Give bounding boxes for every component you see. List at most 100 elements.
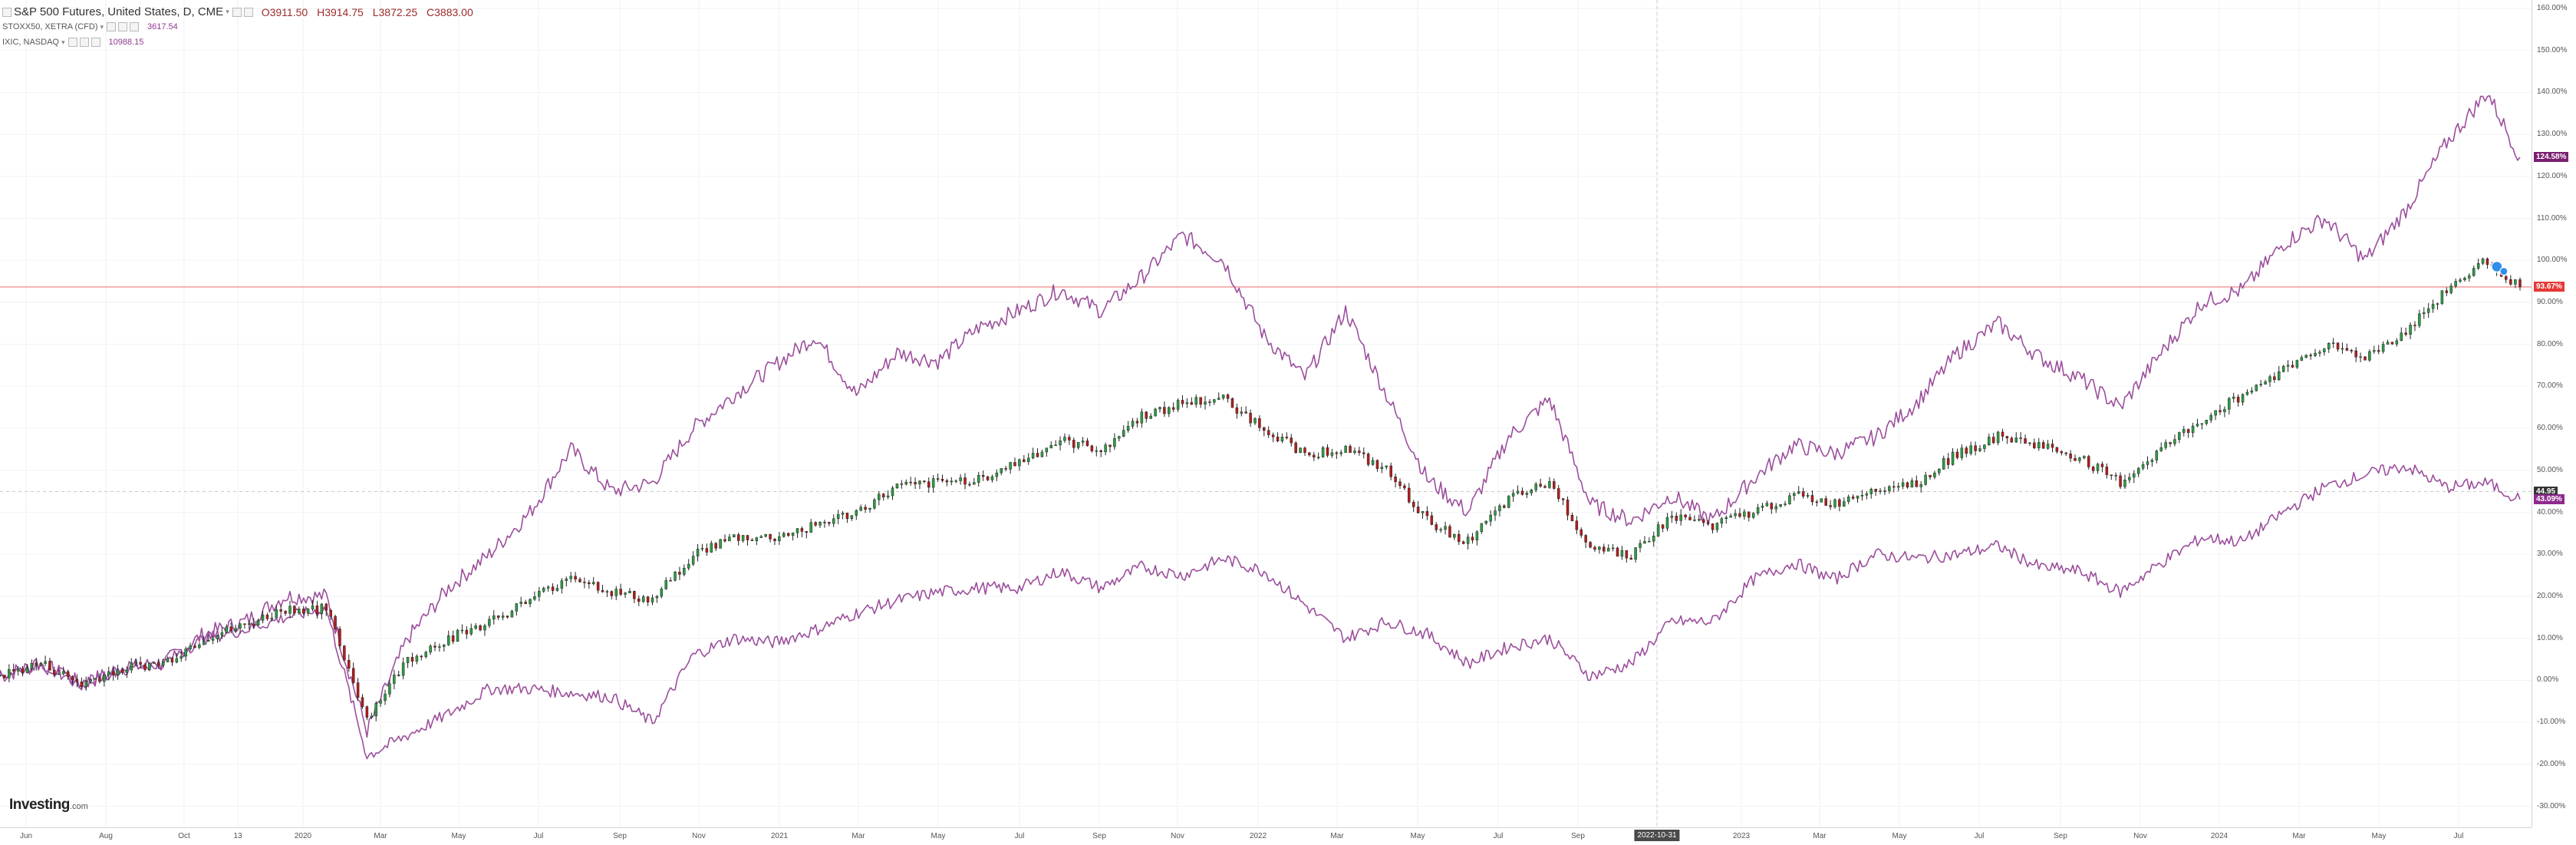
series-line-stoxx50[interactable] (0, 464, 2521, 760)
legend-overlay-name[interactable]: STOXX50, XETRA (CFD) (2, 22, 98, 31)
candle-body (1221, 394, 1225, 398)
candle-body (2426, 308, 2430, 313)
candle-body (1860, 495, 1864, 497)
legend-hide-icon[interactable] (79, 38, 89, 47)
price-axis-label: 120.00% (2537, 171, 2568, 180)
chevron-down-icon[interactable]: ▾ (61, 38, 65, 46)
legend-main-title[interactable]: S&P 500 Futures, United States, D, CME (14, 5, 224, 18)
candle-body (2476, 263, 2480, 269)
alert-bell-icon[interactable] (2491, 260, 2503, 273)
legend-hide-icon[interactable] (232, 7, 242, 17)
legend-settings-icon[interactable] (2, 7, 12, 17)
candle-body (1965, 447, 1968, 454)
candle-body (2005, 436, 2009, 439)
candle-body (1851, 497, 1855, 499)
candle-body (1688, 517, 1692, 520)
candle-body (415, 655, 419, 662)
legend-settings-icon[interactable] (107, 22, 117, 31)
legend-overlay-row-ixic[interactable]: IXIC, NASDAQ ▾ 10988.15 (2, 35, 479, 50)
candle-body (1108, 444, 1112, 447)
candle-body (601, 589, 604, 592)
candle-body (1471, 536, 1474, 540)
candle-body (1453, 533, 1456, 538)
legend-overlay-name[interactable]: IXIC, NASDAQ (2, 38, 59, 47)
candle-body (2304, 355, 2308, 358)
candle-body (1280, 437, 1284, 441)
candle-body (1448, 526, 1451, 538)
legend-close-icon[interactable] (243, 7, 253, 17)
candle-body (2300, 357, 2304, 361)
candle-body (791, 532, 795, 536)
legend-main-row[interactable]: S&P 500 Futures, United States, D, CME ▾… (2, 5, 479, 19)
candle-body (2223, 408, 2226, 412)
price-tag: 124.58% (2534, 151, 2569, 162)
legend-overlay-row-stoxx[interactable]: STOXX50, XETRA (CFD) ▾ 3617.54 (2, 19, 479, 35)
candle-body (619, 589, 622, 595)
candle-body (1475, 531, 1479, 540)
price-axis-label: 110.00% (2537, 213, 2567, 223)
legend-close-icon[interactable] (130, 22, 140, 31)
candle-body (773, 539, 776, 541)
candle-body (868, 507, 871, 510)
time-axis-label: Oct (178, 832, 190, 840)
chevron-down-icon[interactable]: ▾ (100, 22, 104, 31)
candle-body (836, 513, 840, 520)
candle-body (324, 603, 328, 611)
time-axis-label: 13 (233, 832, 242, 840)
candle-body (1643, 541, 1646, 544)
candle-body (139, 662, 142, 665)
legend-hide-icon[interactable] (118, 22, 128, 31)
candle-body (2409, 325, 2412, 335)
alert-marker-icon[interactable] (2499, 266, 2508, 276)
candle-body (451, 635, 455, 642)
candle-body (1362, 452, 1365, 454)
price-chart-canvas[interactable] (0, 0, 2532, 827)
legend-close-icon[interactable] (91, 38, 100, 47)
legend-settings-icon[interactable] (68, 38, 77, 47)
candle-body (1729, 515, 1732, 518)
candle-body (1366, 454, 1370, 465)
candle-body (153, 662, 156, 664)
candle-body (2105, 466, 2109, 475)
candle-body (116, 669, 120, 675)
candle-body (2069, 453, 2072, 459)
candle-body (832, 518, 835, 524)
candle-body (904, 481, 908, 485)
candle-body (1230, 398, 1234, 408)
candle-body (2046, 444, 2050, 449)
candle-body (2436, 303, 2439, 305)
candle-body (465, 629, 469, 635)
candle-body (1168, 407, 1171, 414)
candle-body (2123, 480, 2126, 487)
candle-body (891, 487, 894, 497)
candle-body (1589, 542, 1592, 548)
candle-body (2136, 467, 2140, 474)
chevron-down-icon[interactable]: ▾ (226, 8, 229, 15)
series-line-ixic[interactable] (0, 95, 2521, 738)
candle-body (2314, 353, 2317, 356)
candle-body (1353, 451, 1356, 454)
candle-body (1603, 546, 1606, 552)
candle-body (166, 658, 170, 662)
candle-body (361, 697, 364, 707)
candle-body (1503, 505, 1506, 508)
candle-body (2485, 258, 2489, 265)
price-axis[interactable]: -30.00% -20.00% -10.00% 0.00% 10.00% 20.00% 30… (2532, 0, 2576, 827)
candle-body (1425, 511, 1429, 517)
candle-body (588, 582, 591, 584)
candle-body (1263, 427, 1266, 431)
candle-body (2182, 429, 2186, 433)
candle-body (850, 515, 854, 520)
candle-body (1833, 499, 1836, 507)
candle-body (1806, 495, 1810, 497)
candle-body (225, 626, 229, 633)
candle-body (2518, 279, 2522, 288)
candle-body (2472, 268, 2476, 276)
candle-body (669, 580, 672, 582)
candle-body (1919, 484, 1922, 487)
candle-body (1843, 501, 1846, 507)
time-axis[interactable]: Jun Aug Oct 13 2020 Mar May Jul Sep Nov 2021 Mar May… (0, 827, 2532, 845)
candle-body (1553, 481, 1556, 489)
time-axis-label: 2021 (770, 832, 789, 840)
candle-body (2381, 344, 2385, 352)
